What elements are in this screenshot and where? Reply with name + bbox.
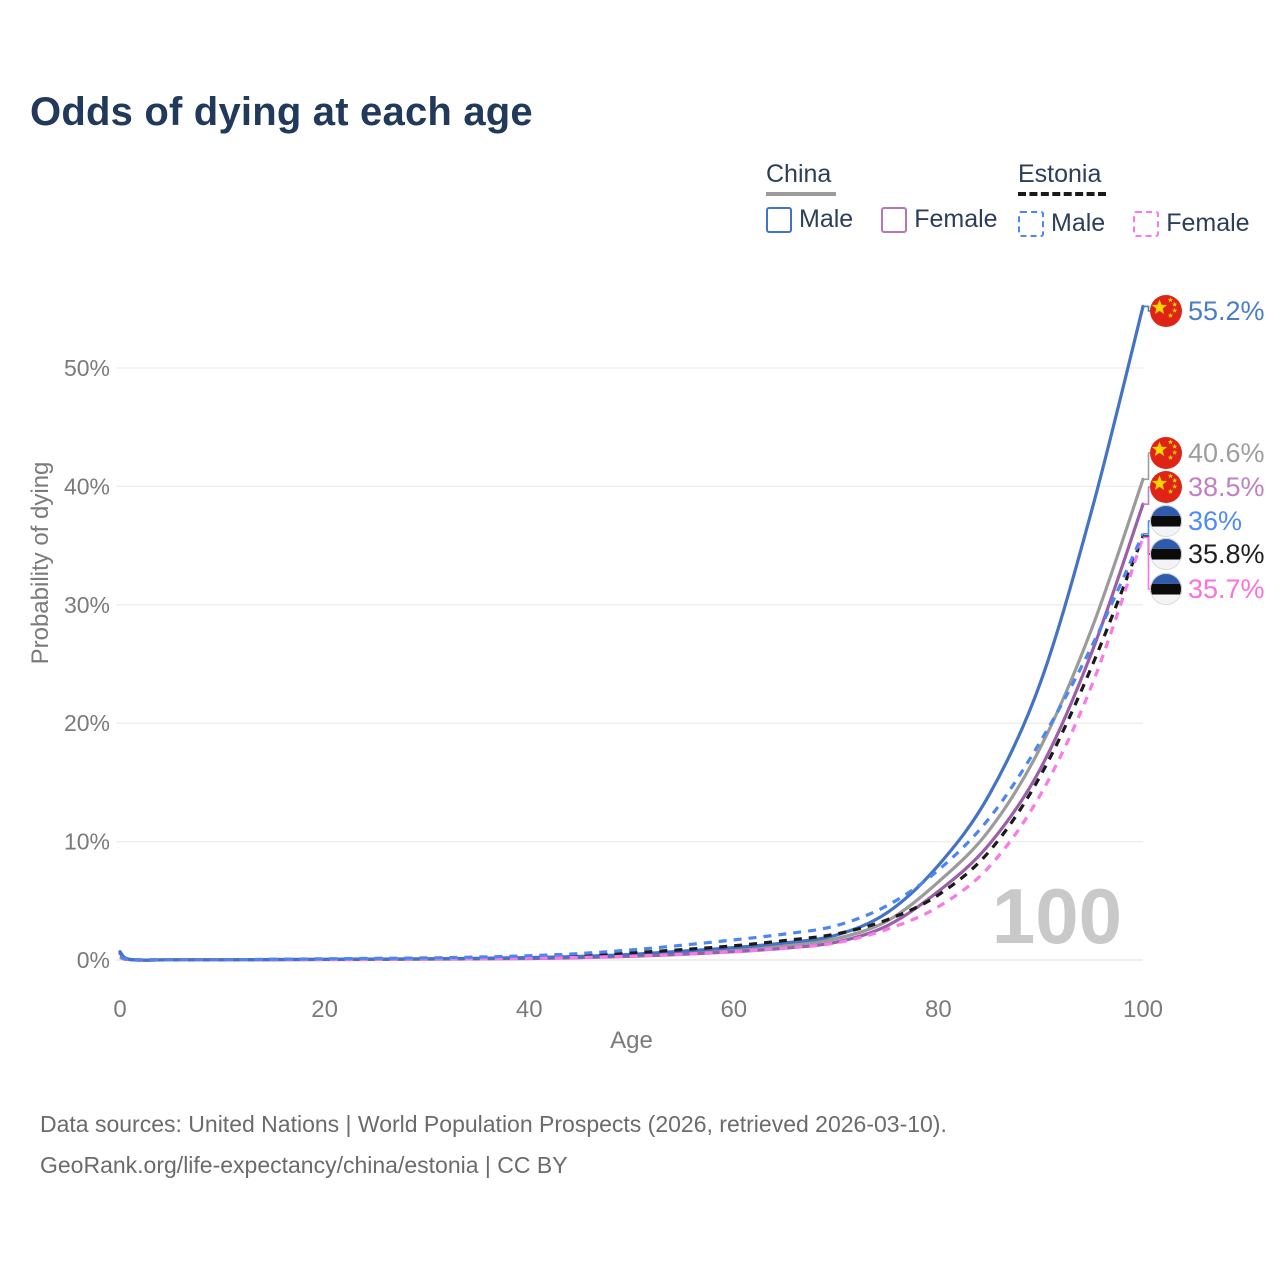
x-tick-20: 20 [311,996,338,1023]
y-tick-40: 40% [64,473,110,499]
estonia-flag-icon [1150,573,1182,605]
line-estonia-male[interactable] [119,533,1145,962]
china-flag-icon [1150,471,1182,503]
footer: Data sources: United Nations | World Pop… [40,1104,947,1186]
legend: China Male Female Estonia Male [0,160,1280,250]
y-tick-0: 0% [77,947,110,973]
value-label-estonia-male: 36% [1188,506,1242,536]
checkbox-estonia-male-icon[interactable] [1018,210,1044,237]
value-label-china-male: 55.2% [1188,296,1265,326]
y-tick-10: 10% [64,829,110,855]
legend-estonia-label: Estonia [1018,160,1102,188]
hover-age-watermark: 100 [992,872,1122,960]
legend-group-estonia: Estonia Male Female [1018,160,1250,238]
label-connector-china-both-sexes [1143,452,1150,481]
y-axis-title: Probability of dying [27,462,54,665]
x-tick-100: 100 [1123,996,1163,1023]
estonia-line-swatch [1018,192,1106,200]
line-estonia-both-sexes[interactable] [119,535,1145,962]
legend-china-label: China [766,160,832,188]
line-china-female[interactable] [118,502,1145,962]
x-tick-80: 80 [925,996,952,1023]
legend-china-female[interactable]: Female [881,205,998,234]
legend-estonia-title[interactable]: Estonia [1018,160,1250,200]
legend-china-female-label: Female [914,205,998,233]
x-axis-title: Age [610,1027,653,1054]
line-china-both-sexes[interactable] [118,477,1145,962]
china-line-swatch [766,192,836,196]
y-tick-30: 30% [64,592,110,618]
value-label-china-female: 38.5% [1188,472,1265,502]
legend-china-title[interactable]: China [766,160,998,196]
x-tick-60: 60 [720,996,747,1023]
label-connector-china-male [1143,305,1150,312]
legend-estonia-male-label: Male [1051,209,1106,237]
label-connector-china-female [1143,486,1150,505]
label-connector-estonia-female [1143,536,1150,590]
y-tick-20: 20% [64,710,110,736]
china-flag-icon [1150,295,1182,327]
legend-group-china: China Male Female [766,160,998,234]
x-tick-40: 40 [516,996,543,1023]
value-label-estonia-female: 35.7% [1188,574,1265,604]
y-tick-50: 50% [64,355,110,381]
x-tick-0: 0 [113,996,126,1023]
legend-estonia-male[interactable]: Male [1018,209,1105,238]
line-china-male[interactable] [118,304,1145,962]
value-label-china-both-sexes: 40.6% [1188,438,1265,468]
page-title: Odds of dying at each age [30,90,533,134]
legend-estonia-female[interactable]: Female [1133,209,1250,238]
checkbox-china-male-icon[interactable] [766,206,792,233]
estonia-flag-icon [1150,505,1182,537]
legend-estonia-female-label: Female [1166,209,1250,237]
china-flag-icon [1150,437,1182,469]
label-connector-estonia-male [1143,520,1150,535]
legend-china-male-label: Male [799,205,854,233]
estonia-flag-icon [1150,538,1182,570]
footer-attribution: GeoRank.org/life-expectancy/china/estoni… [40,1152,568,1178]
line-estonia-female[interactable] [119,536,1145,962]
value-label-estonia-both-sexes: 35.8% [1188,539,1265,569]
checkbox-china-female-icon[interactable] [881,206,908,233]
legend-china-male[interactable]: Male [766,205,853,234]
footer-sources: Data sources: United Nations | World Pop… [40,1111,947,1137]
checkbox-estonia-female-icon[interactable] [1133,210,1160,237]
